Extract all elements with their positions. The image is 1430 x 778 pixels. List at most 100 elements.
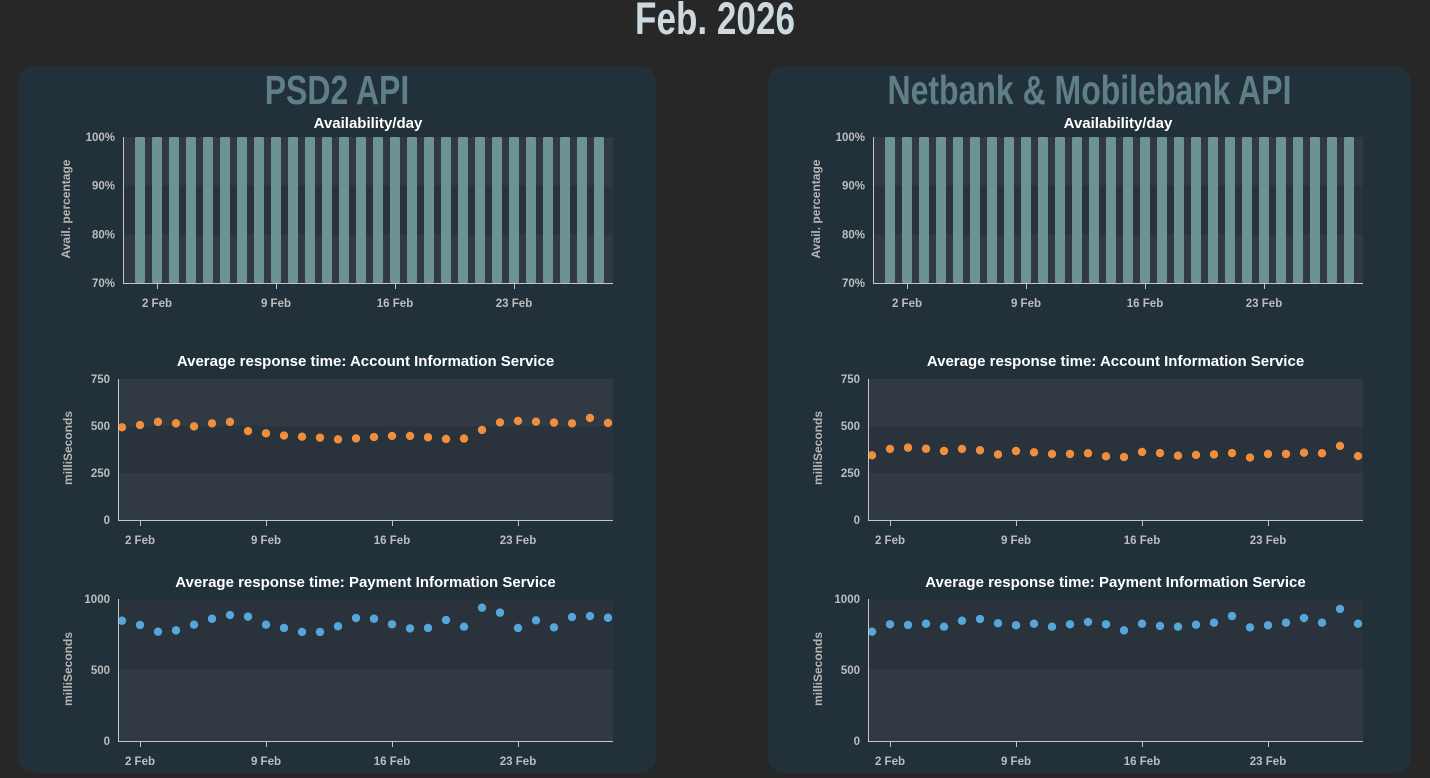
response-time-dot[interactable] bbox=[189, 422, 199, 431]
response-time-dot[interactable] bbox=[1155, 621, 1165, 631]
availability-bar[interactable] bbox=[970, 137, 980, 283]
availability-bar[interactable] bbox=[1344, 137, 1354, 283]
availability-bar[interactable] bbox=[441, 137, 451, 283]
response-time-dot[interactable] bbox=[1011, 446, 1021, 456]
response-time-dot[interactable] bbox=[1119, 452, 1129, 462]
availability-bar[interactable] bbox=[356, 137, 366, 283]
availability-bar[interactable] bbox=[526, 137, 536, 283]
availability-bar[interactable] bbox=[475, 137, 485, 283]
response-time-dot[interactable] bbox=[243, 612, 253, 621]
response-time-dot[interactable] bbox=[1191, 620, 1201, 629]
availability-bar[interactable] bbox=[458, 137, 468, 283]
response-time-dot[interactable] bbox=[387, 431, 397, 441]
response-time-dot[interactable] bbox=[117, 616, 127, 625]
response-time-dot[interactable] bbox=[351, 613, 361, 623]
availability-bar[interactable] bbox=[1157, 137, 1167, 283]
availability-bar[interactable] bbox=[953, 137, 963, 283]
response-time-dot[interactable] bbox=[1101, 452, 1111, 461]
response-time-dot[interactable] bbox=[585, 413, 595, 423]
availability-bar[interactable] bbox=[987, 137, 997, 283]
availability-bar[interactable] bbox=[492, 137, 502, 283]
response-time-dot[interactable] bbox=[243, 426, 253, 436]
response-time-dot[interactable] bbox=[585, 611, 595, 621]
response-time-dot[interactable] bbox=[867, 451, 877, 460]
response-time-dot[interactable] bbox=[459, 622, 469, 631]
response-time-dot[interactable] bbox=[513, 416, 523, 426]
response-time-dot[interactable] bbox=[405, 431, 415, 441]
response-time-dot[interactable] bbox=[993, 619, 1003, 628]
response-time-dot[interactable] bbox=[441, 434, 451, 444]
response-time-dot[interactable] bbox=[225, 610, 235, 620]
response-time-dot[interactable] bbox=[1155, 448, 1165, 458]
availability-bar[interactable] bbox=[373, 137, 383, 283]
response-time-dot[interactable] bbox=[315, 433, 325, 442]
response-time-dot[interactable] bbox=[1335, 441, 1345, 451]
availability-bar[interactable] bbox=[390, 137, 400, 283]
response-time-dot[interactable] bbox=[603, 418, 613, 428]
response-time-dot[interactable] bbox=[333, 622, 343, 631]
response-time-dot[interactable] bbox=[135, 420, 145, 430]
availability-bar[interactable] bbox=[1174, 137, 1184, 283]
response-time-dot[interactable] bbox=[603, 613, 613, 622]
response-time-dot[interactable] bbox=[207, 614, 217, 623]
availability-bar[interactable] bbox=[407, 137, 417, 283]
availability-bar[interactable] bbox=[1293, 137, 1303, 283]
response-time-dot[interactable] bbox=[369, 614, 379, 623]
response-time-dot[interactable] bbox=[549, 418, 559, 427]
availability-bar[interactable] bbox=[1276, 137, 1286, 283]
response-time-dot[interactable] bbox=[939, 446, 949, 456]
availability-bar[interactable] bbox=[322, 137, 332, 283]
response-time-dot[interactable] bbox=[1173, 622, 1183, 631]
availability-bar[interactable] bbox=[902, 137, 912, 283]
response-time-dot[interactable] bbox=[261, 429, 271, 438]
response-time-dot[interactable] bbox=[405, 624, 415, 633]
response-time-dot[interactable] bbox=[513, 623, 523, 633]
response-time-dot[interactable] bbox=[1227, 611, 1237, 621]
availability-bar[interactable] bbox=[1225, 137, 1235, 283]
response-time-dot[interactable] bbox=[1029, 619, 1039, 628]
availability-bar[interactable] bbox=[135, 137, 145, 283]
response-time-dot[interactable] bbox=[423, 623, 433, 633]
response-time-dot[interactable] bbox=[921, 619, 931, 628]
response-time-dot[interactable] bbox=[297, 627, 307, 637]
response-time-dot[interactable] bbox=[1191, 450, 1201, 460]
response-time-dot[interactable] bbox=[1245, 453, 1255, 462]
response-time-dot[interactable] bbox=[171, 626, 181, 635]
availability-bar[interactable] bbox=[1123, 137, 1133, 283]
response-time-dot[interactable] bbox=[531, 616, 541, 625]
availability-bar[interactable] bbox=[1242, 137, 1252, 283]
response-time-dot[interactable] bbox=[279, 431, 289, 440]
response-time-dot[interactable] bbox=[477, 603, 487, 612]
response-time-dot[interactable] bbox=[1065, 620, 1075, 629]
response-time-dot[interactable] bbox=[1029, 448, 1039, 457]
response-time-dot[interactable] bbox=[459, 434, 469, 443]
availability-bar[interactable] bbox=[594, 137, 604, 283]
response-time-dot[interactable] bbox=[1299, 613, 1309, 623]
availability-bar[interactable] bbox=[186, 137, 196, 283]
availability-bar[interactable] bbox=[288, 137, 298, 283]
response-time-dot[interactable] bbox=[957, 616, 967, 625]
response-time-dot[interactable] bbox=[975, 446, 985, 455]
response-time-dot[interactable] bbox=[1047, 622, 1057, 631]
response-time-dot[interactable] bbox=[171, 419, 181, 428]
response-time-dot[interactable] bbox=[975, 614, 985, 624]
availability-bar[interactable] bbox=[885, 137, 895, 283]
response-time-dot[interactable] bbox=[1245, 623, 1255, 632]
availability-bar[interactable] bbox=[305, 137, 315, 283]
availability-bar[interactable] bbox=[339, 137, 349, 283]
response-time-dot[interactable] bbox=[1173, 451, 1183, 460]
response-time-dot[interactable] bbox=[939, 622, 949, 631]
response-time-dot[interactable] bbox=[1083, 617, 1093, 627]
response-time-dot[interactable] bbox=[1137, 619, 1147, 628]
response-time-dot[interactable] bbox=[1047, 449, 1057, 459]
response-time-dot[interactable] bbox=[885, 444, 895, 454]
response-time-dot[interactable] bbox=[885, 620, 895, 629]
availability-bar[interactable] bbox=[1106, 137, 1116, 283]
availability-bar[interactable] bbox=[1259, 137, 1269, 283]
availability-bar[interactable] bbox=[1208, 137, 1218, 283]
response-time-dot[interactable] bbox=[117, 423, 127, 432]
response-time-dot[interactable] bbox=[1263, 449, 1273, 459]
response-time-dot[interactable] bbox=[495, 608, 505, 617]
availability-bar[interactable] bbox=[1004, 137, 1014, 283]
response-time-dot[interactable] bbox=[135, 620, 145, 630]
